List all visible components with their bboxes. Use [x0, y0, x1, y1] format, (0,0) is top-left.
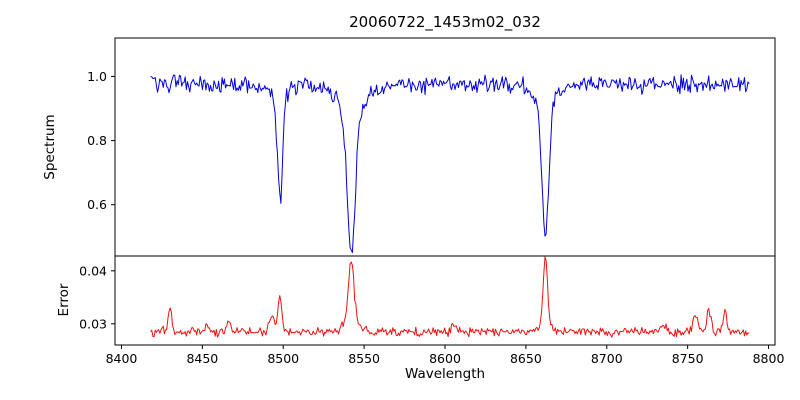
chart-title: 20060722_1453m02_032 [349, 13, 541, 31]
x-tick-label: 8550 [348, 351, 380, 366]
x-tick-label: 8700 [591, 351, 623, 366]
error-y-tick-label: 0.04 [79, 263, 107, 278]
spectrum-y-tick-label: 0.6 [87, 197, 107, 212]
x-tick-label: 8600 [429, 351, 461, 366]
x-tick-label: 8450 [186, 351, 218, 366]
spectrum-line [150, 74, 750, 254]
spectrum-y-tick-label: 1.0 [87, 69, 107, 84]
error-line [150, 256, 750, 338]
x-tick-label: 8500 [267, 351, 299, 366]
spectrum-y-tick-label: 0.8 [87, 133, 107, 148]
x-tick-label: 8650 [510, 351, 542, 366]
x-tick-label: 8800 [753, 351, 785, 366]
x-tick-label: 8750 [672, 351, 704, 366]
x-axis-label: Wavelength [404, 366, 486, 382]
spectrum-axes-box [114, 37, 776, 257]
error-y-tick-label: 0.03 [79, 316, 107, 331]
x-tick-label: 8400 [106, 351, 138, 366]
